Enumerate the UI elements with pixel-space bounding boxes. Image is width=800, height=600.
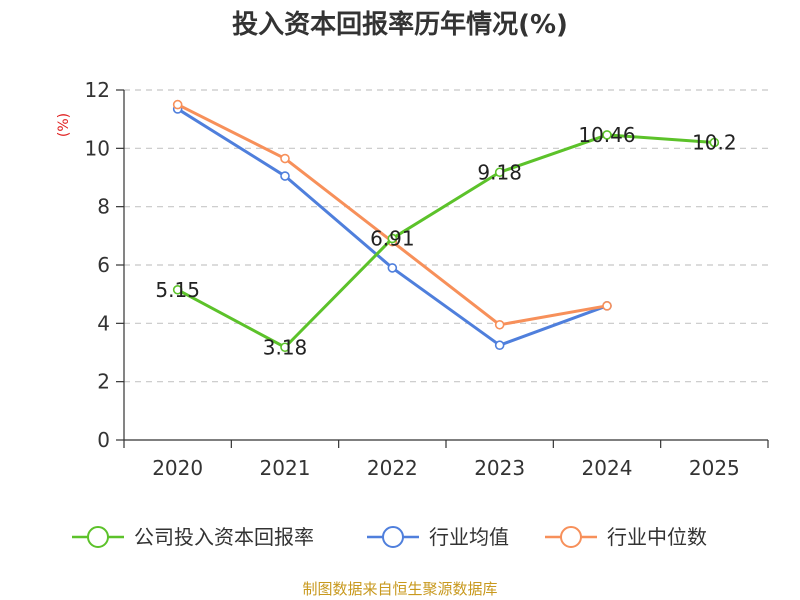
data-label: 3.18 xyxy=(263,335,308,359)
data-point xyxy=(387,263,398,273)
data-point xyxy=(709,137,720,148)
data-labels: 5.15 3.18 6.91 9.18 10.46 10.2 xyxy=(155,123,736,359)
x-tick-label: 2025 xyxy=(689,456,740,480)
y-tick-label: 2 xyxy=(97,370,110,394)
series-line xyxy=(176,103,608,327)
legend-label: 行业中位数 xyxy=(607,525,707,549)
legend-label: 公司投入资本回报率 xyxy=(134,525,314,549)
data-label: 10.46 xyxy=(578,123,635,147)
legend-swatch-marker xyxy=(87,526,109,548)
data-label: 10.2 xyxy=(692,131,737,155)
grid-lines xyxy=(124,89,768,383)
series-lines xyxy=(172,99,720,353)
data-point xyxy=(280,342,290,353)
x-tick-label: 2020 xyxy=(152,456,203,480)
legend: 公司投入资本回报率 行业均值 行业中位数 xyxy=(72,525,707,549)
legend-swatch-marker xyxy=(560,526,582,548)
data-label: 5.15 xyxy=(155,278,200,302)
x-tick-label: 2021 xyxy=(260,456,311,480)
y-tick-label: 0 xyxy=(97,428,110,452)
data-point xyxy=(602,130,612,140)
legend-swatch-marker xyxy=(382,526,404,548)
data-label: 9.18 xyxy=(477,160,522,184)
x-tick-label: 2023 xyxy=(474,456,525,480)
x-tick-label: 2024 xyxy=(582,456,633,480)
data-point xyxy=(494,167,505,178)
axes: 0 2 4 6 8 10 12 2020 2021 2022 2023 2024 2025 (%) xyxy=(56,78,769,480)
data-point xyxy=(172,284,183,295)
chart-title: 投入资本回报率历年情况(%) xyxy=(232,10,568,40)
data-point xyxy=(602,301,612,311)
y-axis-unit: (%) xyxy=(56,113,72,137)
legend-label: 行业均值 xyxy=(429,525,509,549)
data-point xyxy=(494,319,505,330)
data-point xyxy=(387,233,398,244)
y-tick-label: 6 xyxy=(97,253,110,277)
x-tick-label: 2022 xyxy=(367,456,418,480)
data-point xyxy=(280,171,290,181)
y-tick-label: 8 xyxy=(97,195,110,219)
y-tick-label: 4 xyxy=(97,311,110,335)
data-point xyxy=(494,340,505,351)
y-tick-label: 12 xyxy=(85,78,110,102)
data-point xyxy=(280,153,290,164)
source-note: 制图数据来自恒生聚源数据库 xyxy=(302,580,498,598)
y-tick-label: 10 xyxy=(85,136,110,160)
data-point xyxy=(172,99,183,110)
series-line xyxy=(176,133,715,349)
data-label: 6.91 xyxy=(370,226,415,250)
